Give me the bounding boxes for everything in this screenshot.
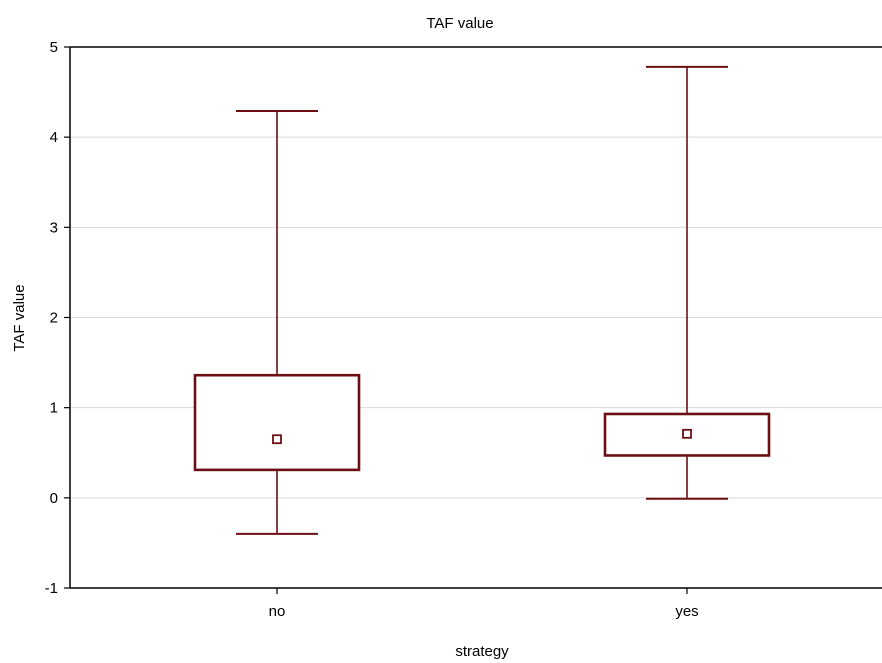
axes: -1 0 1 2 3 4 5 no yes (45, 39, 882, 620)
y-tick-label: 3 (50, 219, 58, 236)
box-series (193, 65, 771, 535)
y-tick-label: 2 (50, 310, 58, 327)
y-tick-label: 4 (50, 129, 58, 146)
center-point (272, 434, 282, 445)
y-tick-label: 0 (50, 490, 58, 507)
x-tick-label: no (269, 603, 286, 620)
y-tick-label: -1 (45, 580, 58, 597)
box-yes (603, 65, 771, 500)
box-body (193, 373, 361, 472)
y-axis-label: TAF value (11, 284, 28, 351)
box-no (193, 110, 361, 535)
x-axis-label: strategy (455, 643, 509, 660)
center-point (682, 428, 692, 439)
x-tick-label: yes (675, 603, 698, 620)
y-tick-label: 5 (50, 39, 58, 56)
y-tick-label: 1 (50, 400, 58, 417)
chart-title: TAF value (426, 15, 493, 32)
